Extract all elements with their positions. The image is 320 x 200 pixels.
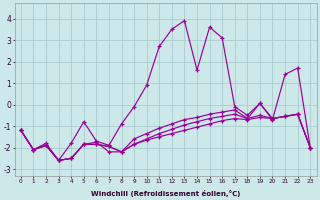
- X-axis label: Windchill (Refroidissement éolien,°C): Windchill (Refroidissement éolien,°C): [91, 190, 240, 197]
